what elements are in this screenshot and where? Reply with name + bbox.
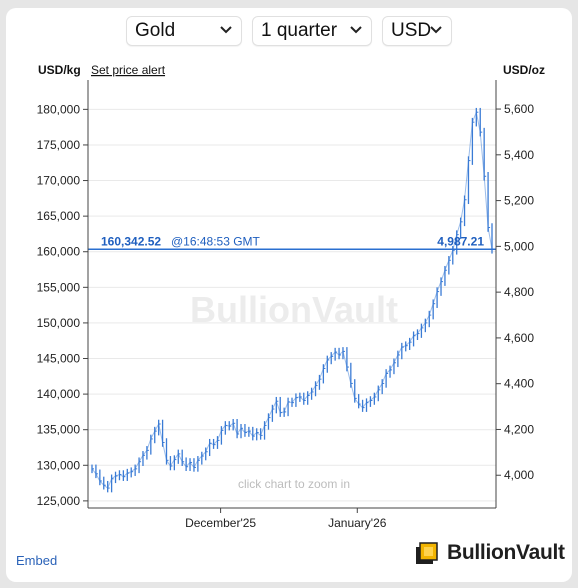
left-tick-label: 155,000 bbox=[37, 280, 81, 294]
right-axis-unit: USD/oz bbox=[503, 63, 545, 77]
left-tick-label: 180,000 bbox=[37, 102, 81, 116]
left-tick-label: 145,000 bbox=[37, 352, 81, 366]
right-tick-label: 5,600 bbox=[504, 102, 534, 116]
left-tick-label: 135,000 bbox=[37, 423, 81, 437]
left-axis-unit: USD/kg bbox=[38, 63, 81, 77]
current-price-kg: 160,342.52 bbox=[101, 234, 161, 248]
watermark: BullionVault bbox=[190, 289, 398, 330]
right-y-axis: 4,000 4,200 4,400 4,600 4,800 5,000 5,200 5,400… bbox=[496, 102, 534, 482]
current-price-time: @16:48:53 GMT bbox=[171, 234, 261, 248]
set-price-alert-link[interactable]: Set price alert bbox=[91, 63, 166, 77]
left-tick-label: 170,000 bbox=[37, 174, 81, 188]
current-price-oz: 4,987.21 bbox=[437, 234, 484, 248]
right-tick-label: 5,400 bbox=[504, 148, 534, 162]
chevron-down-icon bbox=[430, 26, 442, 34]
bullionvault-logo[interactable]: BullionVault bbox=[415, 538, 565, 568]
zoom-hint: click chart to zoom in bbox=[238, 477, 350, 491]
right-tick-label: 4,200 bbox=[504, 422, 534, 436]
bullionvault-logo-text: BullionVault bbox=[447, 541, 565, 564]
right-tick-label: 4,600 bbox=[504, 331, 534, 345]
right-tick-label: 4,400 bbox=[504, 377, 534, 391]
x-tick-label: December'25 bbox=[185, 516, 256, 530]
axes bbox=[87, 80, 497, 509]
left-tick-label: 160,000 bbox=[37, 245, 81, 259]
right-tick-label: 5,000 bbox=[504, 239, 534, 253]
price-chart[interactable]: USD/kg Set price alert USD/oz BullionVau… bbox=[6, 8, 572, 538]
embed-link[interactable]: Embed bbox=[16, 553, 58, 568]
bullionvault-logo-icon bbox=[416, 542, 438, 564]
metal-select[interactable]: Gold bbox=[126, 16, 242, 46]
price-line bbox=[91, 110, 493, 489]
right-tick-label: 4,000 bbox=[504, 468, 534, 482]
left-tick-label: 130,000 bbox=[37, 458, 81, 472]
price-series bbox=[91, 107, 494, 493]
right-tick-label: 5,200 bbox=[504, 194, 534, 208]
range-select-value: 1 quarter bbox=[261, 20, 338, 41]
currency-select-value: USD bbox=[391, 20, 432, 41]
left-tick-label: 125,000 bbox=[37, 494, 81, 508]
x-tick-label: January'26 bbox=[328, 516, 387, 530]
chevron-down-icon bbox=[220, 26, 232, 34]
metal-select-value: Gold bbox=[135, 20, 176, 41]
left-tick-label: 150,000 bbox=[37, 316, 81, 330]
range-select[interactable]: 1 quarter bbox=[252, 16, 372, 46]
chart-controls: Gold 1 quarter USD bbox=[6, 16, 572, 46]
price-chart-widget: Gold 1 quarter USD USD/kg Set price aler… bbox=[6, 8, 572, 582]
right-tick-label: 4,800 bbox=[504, 285, 534, 299]
left-y-axis: 125,000 130,000 135,000 140,000 145,000 150,0… bbox=[37, 102, 88, 508]
left-tick-label: 175,000 bbox=[37, 138, 81, 152]
currency-select[interactable]: USD bbox=[382, 16, 452, 46]
left-tick-label: 140,000 bbox=[37, 387, 81, 401]
x-axis: December'25 January'26 bbox=[185, 508, 387, 530]
chevron-down-icon bbox=[350, 26, 362, 34]
left-tick-label: 165,000 bbox=[37, 209, 81, 223]
